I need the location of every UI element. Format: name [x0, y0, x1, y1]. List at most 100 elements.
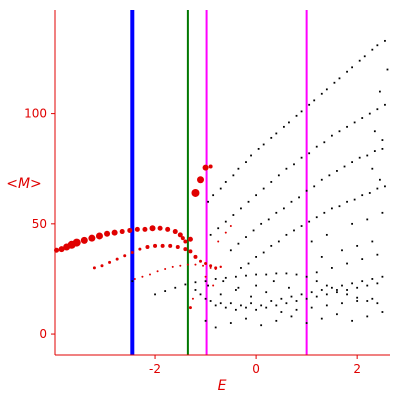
data-point — [277, 174, 280, 177]
data-point — [270, 244, 273, 247]
data-point — [346, 70, 348, 73]
data-point — [119, 229, 125, 235]
data-point — [145, 244, 150, 249]
data-point — [275, 132, 278, 135]
data-point — [351, 282, 354, 285]
data-point — [285, 272, 288, 275]
data-point — [336, 291, 338, 294]
data-point — [320, 92, 323, 95]
series-6 — [240, 185, 386, 269]
data-point — [214, 326, 217, 329]
data-point — [237, 167, 240, 170]
data-point — [288, 286, 290, 289]
data-point — [325, 304, 328, 307]
data-point — [305, 297, 308, 300]
data-point — [275, 304, 278, 307]
data-point — [305, 189, 308, 192]
data-point — [328, 174, 331, 177]
data-point — [371, 278, 374, 280]
series-5 — [229, 147, 384, 252]
data-point — [308, 220, 311, 223]
data-point — [209, 266, 212, 269]
data-point — [247, 200, 250, 203]
data-point — [229, 225, 232, 228]
data-point — [310, 240, 313, 243]
data-point — [208, 164, 213, 169]
data-point — [341, 284, 343, 287]
data-point — [315, 216, 318, 219]
data-point — [252, 229, 255, 232]
data-point — [295, 308, 298, 311]
series-4 — [209, 103, 386, 236]
data-point — [130, 250, 134, 254]
data-point — [260, 222, 263, 225]
data-point — [72, 238, 81, 247]
data-point — [127, 227, 133, 233]
data-point — [376, 282, 379, 285]
data-point — [183, 239, 188, 244]
data-point — [351, 161, 354, 164]
data-point — [371, 240, 374, 243]
data-point — [298, 196, 300, 199]
data-point — [361, 280, 364, 283]
data-point — [142, 226, 148, 232]
data-point — [194, 263, 197, 266]
data-point — [320, 317, 323, 320]
data-point — [204, 262, 208, 266]
y-tick-label: 100 — [24, 107, 47, 121]
data-point — [197, 176, 205, 184]
data-point — [293, 163, 295, 166]
data-point — [330, 267, 333, 269]
data-point — [177, 232, 183, 238]
data-point — [325, 88, 328, 91]
data-point — [115, 257, 119, 261]
data-point — [373, 130, 376, 133]
data-point — [214, 278, 217, 280]
data-point — [193, 254, 198, 259]
data-point — [346, 200, 348, 203]
data-point — [285, 302, 288, 305]
data-point — [313, 185, 316, 188]
data-point — [305, 275, 308, 278]
data-point — [141, 275, 144, 278]
data-point — [341, 249, 343, 252]
data-point — [376, 108, 379, 111]
data-point — [108, 260, 112, 264]
data-point — [361, 258, 364, 261]
data-point — [275, 272, 278, 275]
series-2 — [133, 263, 217, 310]
data-point — [149, 225, 156, 232]
data-point — [88, 234, 96, 242]
data-point — [381, 311, 384, 313]
data-point — [250, 295, 252, 298]
data-points — [54, 39, 389, 329]
data-point — [368, 112, 371, 115]
data-point — [346, 289, 348, 291]
data-point — [250, 302, 252, 305]
data-point — [234, 289, 237, 291]
y-tick-label: 50 — [32, 217, 47, 231]
data-point — [245, 236, 247, 238]
data-point — [320, 256, 323, 258]
data-point — [315, 295, 318, 298]
data-point — [199, 259, 203, 263]
data-point — [191, 188, 200, 197]
data-point — [325, 293, 328, 296]
x-tick-label: -2 — [149, 362, 161, 376]
data-point — [351, 66, 354, 69]
data-point — [275, 211, 278, 214]
data-point — [384, 185, 386, 188]
vertical-lines — [130, 10, 308, 355]
data-point — [366, 300, 369, 302]
x-tick-label: 0 — [252, 362, 260, 376]
data-point — [209, 233, 212, 236]
data-point — [285, 233, 288, 236]
data-point — [315, 145, 318, 148]
data-point — [308, 152, 311, 155]
data-point — [212, 194, 215, 197]
data-point — [207, 200, 209, 203]
data-point — [282, 207, 285, 210]
data-point — [280, 311, 283, 313]
data-point — [194, 289, 197, 291]
